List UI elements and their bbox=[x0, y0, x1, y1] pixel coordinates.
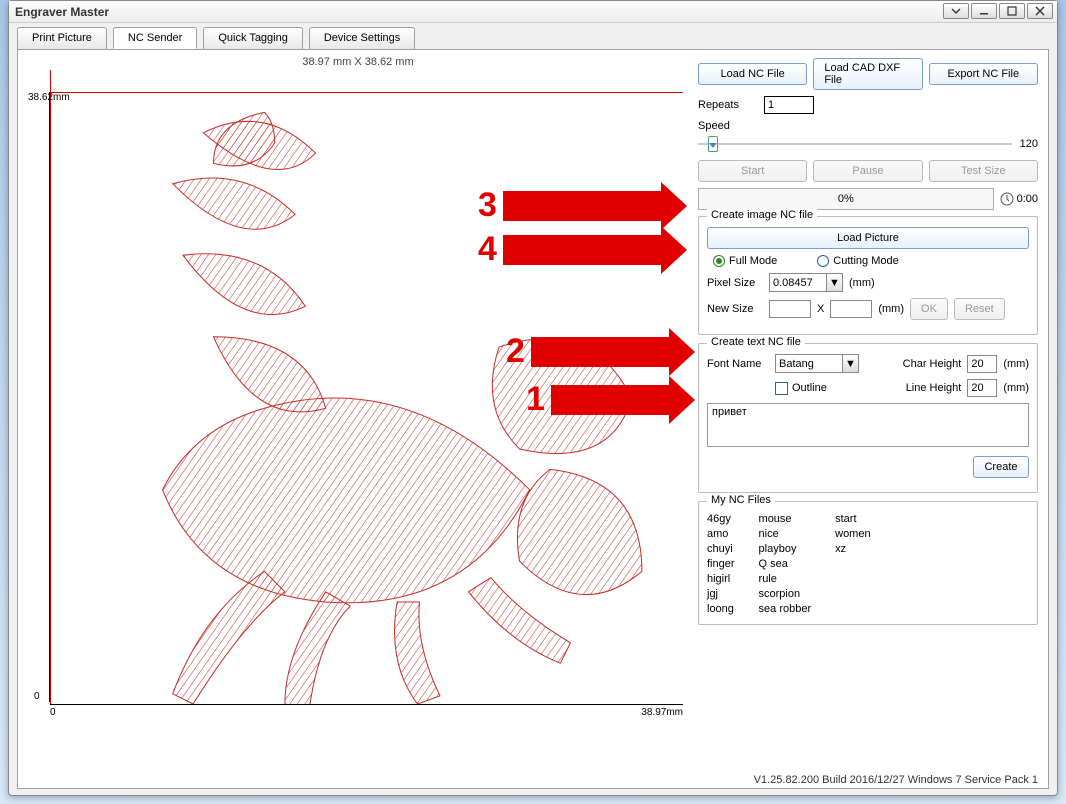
ruler-vertical: 38.62mm 0 bbox=[28, 92, 50, 702]
dropdown-window-button[interactable] bbox=[943, 3, 969, 19]
speed-slider-thumb[interactable] bbox=[708, 136, 718, 152]
export-nc-file-button[interactable]: Export NC File bbox=[929, 63, 1038, 85]
group-create-image-legend: Create image NC file bbox=[707, 209, 817, 221]
window-title: Engraver Master bbox=[15, 5, 109, 19]
radio-cutting-mode[interactable]: Cutting Mode bbox=[817, 255, 898, 267]
repeats-label: Repeats bbox=[698, 99, 758, 111]
new-size-label: New Size bbox=[707, 303, 763, 315]
files-col-1: 46gy amo chuyi finger higirl jgj loong bbox=[707, 512, 735, 616]
group-my-nc-files-legend: My NC Files bbox=[707, 494, 775, 506]
group-my-nc-files: My NC Files 46gy amo chuyi finger higirl… bbox=[698, 501, 1038, 625]
minimize-button[interactable] bbox=[971, 3, 997, 19]
annotation-4: 4 bbox=[478, 230, 663, 269]
group-create-text: Create text NC file Font Name ▼ Char Hei… bbox=[698, 343, 1038, 493]
file-item[interactable]: higirl bbox=[707, 572, 735, 586]
file-item[interactable]: playboy bbox=[759, 542, 812, 556]
tab-print-picture[interactable]: Print Picture bbox=[17, 27, 107, 49]
file-item[interactable]: 46gy bbox=[707, 512, 735, 526]
file-item[interactable]: start bbox=[835, 512, 870, 526]
new-height-input[interactable] bbox=[830, 300, 872, 318]
file-item[interactable]: finger bbox=[707, 557, 735, 571]
progress-text: 0% bbox=[838, 193, 854, 205]
file-item[interactable]: sea robber bbox=[759, 602, 812, 616]
canvas-size-caption: 38.97 mm X 38.62 mm bbox=[28, 56, 688, 68]
file-item[interactable]: scorpion bbox=[759, 587, 812, 601]
repeats-input[interactable] bbox=[764, 96, 814, 114]
chevron-down-icon[interactable]: ▼ bbox=[843, 354, 859, 373]
reset-button[interactable]: Reset bbox=[954, 298, 1005, 320]
close-button[interactable] bbox=[1027, 3, 1053, 19]
pixel-size-input[interactable] bbox=[769, 273, 827, 292]
radio-full-mode[interactable]: Full Mode bbox=[713, 255, 777, 267]
load-picture-button[interactable]: Load Picture bbox=[707, 227, 1029, 249]
char-height-input[interactable] bbox=[967, 355, 997, 373]
annotation-2: 2 bbox=[506, 332, 671, 371]
files-col-2: mouse nice playboy Q sea rule scorpion s… bbox=[759, 512, 812, 616]
outline-checkbox[interactable]: Outline bbox=[775, 382, 827, 395]
app-window: Engraver Master Print Picture NC Sender … bbox=[8, 0, 1058, 796]
nc-files-list: 46gy amo chuyi finger higirl jgj loong m… bbox=[707, 512, 1029, 616]
clock-icon bbox=[1000, 192, 1014, 206]
ruler-y-min: 0 bbox=[34, 691, 40, 702]
group-create-text-legend: Create text NC file bbox=[707, 336, 805, 348]
tab-nc-sender[interactable]: NC Sender bbox=[113, 27, 197, 49]
right-panel: Load NC File Load CAD DXF File Export NC… bbox=[698, 58, 1038, 768]
annotation-3: 3 bbox=[478, 186, 663, 225]
annotation-1: 1 bbox=[526, 380, 671, 419]
file-item[interactable]: amo bbox=[707, 527, 735, 541]
file-item[interactable]: xz bbox=[835, 542, 870, 556]
file-item[interactable]: women bbox=[835, 527, 870, 541]
progress-bar: 0% bbox=[698, 188, 994, 210]
font-name-combo[interactable]: ▼ bbox=[775, 354, 859, 373]
line-height-label: Line Height bbox=[906, 382, 962, 394]
ruler-x-min: 0 bbox=[50, 707, 56, 718]
content-area: 38.97 mm X 38.62 mm 38.62mm 0 0 38.97mm bbox=[17, 49, 1049, 789]
tab-device-settings[interactable]: Device Settings bbox=[309, 27, 415, 49]
group-create-image: Create image NC file Load Picture Full M… bbox=[698, 216, 1038, 335]
char-height-label: Char Height bbox=[903, 358, 962, 370]
tab-quick-tagging[interactable]: Quick Tagging bbox=[203, 27, 303, 49]
line-height-input[interactable] bbox=[967, 379, 997, 397]
file-item[interactable]: rule bbox=[759, 572, 812, 586]
ruler-x-max: 38.97mm bbox=[641, 707, 683, 718]
elapsed-time: 0:00 bbox=[1000, 192, 1038, 206]
tab-bar: Print Picture NC Sender Quick Tagging De… bbox=[9, 23, 1057, 49]
status-bar: V1.25.82.200 Build 2016/12/27 Windows 7 … bbox=[754, 774, 1038, 786]
load-nc-file-button[interactable]: Load NC File bbox=[698, 63, 807, 85]
speed-label: Speed bbox=[698, 120, 1038, 132]
speed-slider[interactable] bbox=[698, 134, 1012, 154]
font-name-input[interactable] bbox=[775, 354, 843, 373]
test-size-button[interactable]: Test Size bbox=[929, 160, 1038, 182]
chevron-down-icon[interactable]: ▼ bbox=[827, 273, 843, 292]
file-item[interactable]: nice bbox=[759, 527, 812, 541]
file-item[interactable]: mouse bbox=[759, 512, 812, 526]
titlebar: Engraver Master bbox=[9, 1, 1057, 23]
ok-button[interactable]: OK bbox=[910, 298, 948, 320]
load-cad-dxf-button[interactable]: Load CAD DXF File bbox=[813, 58, 922, 90]
maximize-button[interactable] bbox=[999, 3, 1025, 19]
file-item[interactable]: loong bbox=[707, 602, 735, 616]
text-content-input[interactable] bbox=[707, 403, 1029, 447]
font-name-label: Font Name bbox=[707, 358, 769, 370]
speed-value: 120 bbox=[1020, 138, 1038, 150]
new-width-input[interactable] bbox=[769, 300, 811, 318]
pixel-size-label: Pixel Size bbox=[707, 277, 763, 289]
file-item[interactable]: chuyi bbox=[707, 542, 735, 556]
pause-button[interactable]: Pause bbox=[813, 160, 922, 182]
file-item[interactable]: jgj bbox=[707, 587, 735, 601]
ruler-horizontal: 0 38.97mm bbox=[50, 704, 683, 724]
files-col-3: start women xz bbox=[835, 512, 870, 616]
create-text-button[interactable]: Create bbox=[973, 456, 1029, 478]
file-item[interactable]: Q sea bbox=[759, 557, 812, 571]
pixel-size-combo[interactable]: ▼ bbox=[769, 273, 843, 292]
window-controls bbox=[943, 3, 1053, 19]
start-button[interactable]: Start bbox=[698, 160, 807, 182]
